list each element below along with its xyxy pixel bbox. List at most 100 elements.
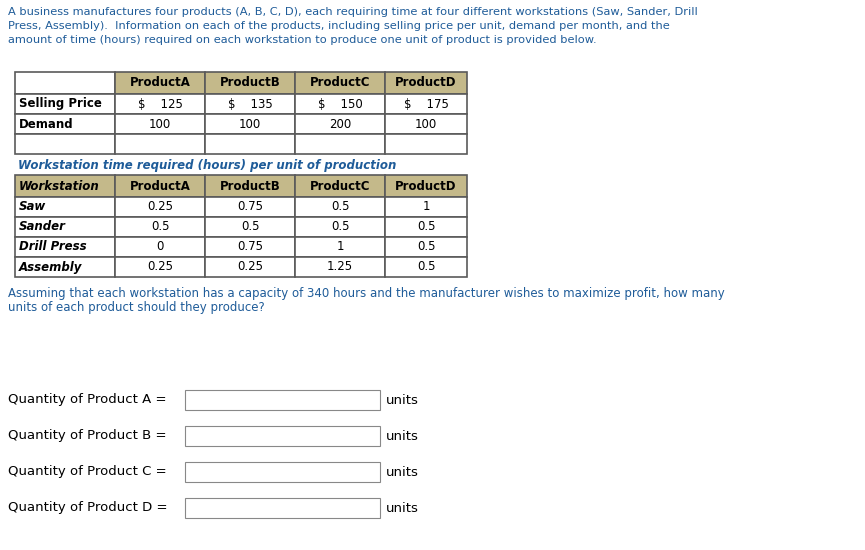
Text: 0.5: 0.5 — [151, 221, 170, 234]
Text: Quantity of Product A =: Quantity of Product A = — [8, 393, 166, 406]
Text: 1: 1 — [336, 240, 343, 254]
Text: $    135: $ 135 — [227, 97, 272, 111]
Bar — [295, 175, 385, 197]
Text: ProductD: ProductD — [395, 179, 457, 192]
Text: ProductB: ProductB — [220, 76, 280, 90]
Bar — [185, 390, 380, 410]
Text: units of each product should they produce?: units of each product should they produc… — [8, 301, 265, 314]
Bar — [295, 72, 385, 94]
Bar — [385, 217, 467, 237]
Bar — [15, 217, 115, 237]
Bar — [115, 217, 205, 237]
Bar — [115, 257, 205, 277]
Text: 200: 200 — [329, 118, 351, 130]
Text: ProductC: ProductC — [310, 179, 370, 192]
Bar — [295, 217, 385, 237]
Text: Quantity of Product D =: Quantity of Product D = — [8, 502, 168, 514]
Text: $    150: $ 150 — [317, 97, 362, 111]
Bar — [185, 498, 380, 518]
Bar — [15, 197, 115, 217]
Text: 0.75: 0.75 — [237, 201, 263, 213]
Text: Quantity of Product B =: Quantity of Product B = — [8, 430, 166, 443]
Bar — [295, 114, 385, 134]
Text: 100: 100 — [239, 118, 261, 130]
Bar — [385, 134, 467, 154]
Text: 0.25: 0.25 — [237, 261, 263, 273]
Bar — [205, 197, 295, 217]
Bar — [15, 134, 115, 154]
Bar — [385, 72, 467, 94]
Bar — [205, 257, 295, 277]
Text: 0.25: 0.25 — [147, 201, 173, 213]
Bar — [115, 114, 205, 134]
Bar — [295, 134, 385, 154]
Text: 1.25: 1.25 — [327, 261, 353, 273]
Bar — [185, 426, 380, 446]
Text: 100: 100 — [149, 118, 171, 130]
Bar — [185, 462, 380, 482]
Bar — [115, 175, 205, 197]
Text: Quantity of Product C =: Quantity of Product C = — [8, 465, 167, 478]
Text: ProductD: ProductD — [395, 76, 457, 90]
Bar — [205, 72, 295, 94]
Text: 100: 100 — [415, 118, 437, 130]
Text: 0.5: 0.5 — [417, 221, 435, 234]
Bar — [115, 72, 205, 94]
Bar — [115, 197, 205, 217]
Text: ProductB: ProductB — [220, 179, 280, 192]
Bar — [15, 175, 115, 197]
Text: 0.5: 0.5 — [330, 221, 349, 234]
Text: Sander: Sander — [19, 221, 66, 234]
Text: Drill Press: Drill Press — [19, 240, 87, 254]
Text: 0: 0 — [157, 240, 163, 254]
Text: Demand: Demand — [19, 118, 74, 130]
Text: Selling Price: Selling Price — [19, 97, 102, 111]
Text: 0.5: 0.5 — [417, 240, 435, 254]
Bar — [205, 94, 295, 114]
Text: units: units — [386, 430, 419, 443]
Text: Assembly: Assembly — [19, 261, 82, 273]
Text: 1: 1 — [422, 201, 430, 213]
Text: $    125: $ 125 — [138, 97, 183, 111]
Bar — [205, 134, 295, 154]
Text: ProductA: ProductA — [130, 76, 190, 90]
Text: Workstation time required (hours) per unit of production: Workstation time required (hours) per un… — [18, 158, 396, 172]
Text: A business manufactures four products (A, B, C, D), each requiring time at four : A business manufactures four products (A… — [8, 7, 698, 17]
Bar — [115, 134, 205, 154]
Bar — [385, 257, 467, 277]
Bar — [385, 114, 467, 134]
Text: Saw: Saw — [19, 201, 46, 213]
Text: units: units — [386, 393, 419, 406]
Text: 0.5: 0.5 — [240, 221, 260, 234]
Bar — [295, 257, 385, 277]
Bar — [205, 217, 295, 237]
Bar — [295, 237, 385, 257]
Bar — [295, 197, 385, 217]
Text: units: units — [386, 465, 419, 478]
Text: 0.25: 0.25 — [147, 261, 173, 273]
Text: units: units — [386, 502, 419, 514]
Bar — [115, 237, 205, 257]
Bar — [385, 175, 467, 197]
Bar — [205, 237, 295, 257]
Bar — [295, 94, 385, 114]
Bar — [15, 94, 115, 114]
Text: Workstation: Workstation — [19, 179, 99, 192]
Text: Assuming that each workstation has a capacity of 340 hours and the manufacturer : Assuming that each workstation has a cap… — [8, 287, 725, 300]
Text: 0.75: 0.75 — [237, 240, 263, 254]
Text: 0.5: 0.5 — [330, 201, 349, 213]
Bar — [205, 175, 295, 197]
Bar — [385, 197, 467, 217]
Bar — [15, 257, 115, 277]
Text: $    175: $ 175 — [404, 97, 448, 111]
Text: Press, Assembly).  Information on each of the products, including selling price : Press, Assembly). Information on each of… — [8, 21, 670, 31]
Text: ProductC: ProductC — [310, 76, 370, 90]
Text: ProductA: ProductA — [130, 179, 190, 192]
Bar — [15, 237, 115, 257]
Text: amount of time (hours) required on each workstation to produce one unit of produ: amount of time (hours) required on each … — [8, 35, 597, 45]
Bar — [385, 237, 467, 257]
Bar — [385, 94, 467, 114]
Bar — [115, 94, 205, 114]
Text: 0.5: 0.5 — [417, 261, 435, 273]
Bar — [15, 72, 115, 94]
